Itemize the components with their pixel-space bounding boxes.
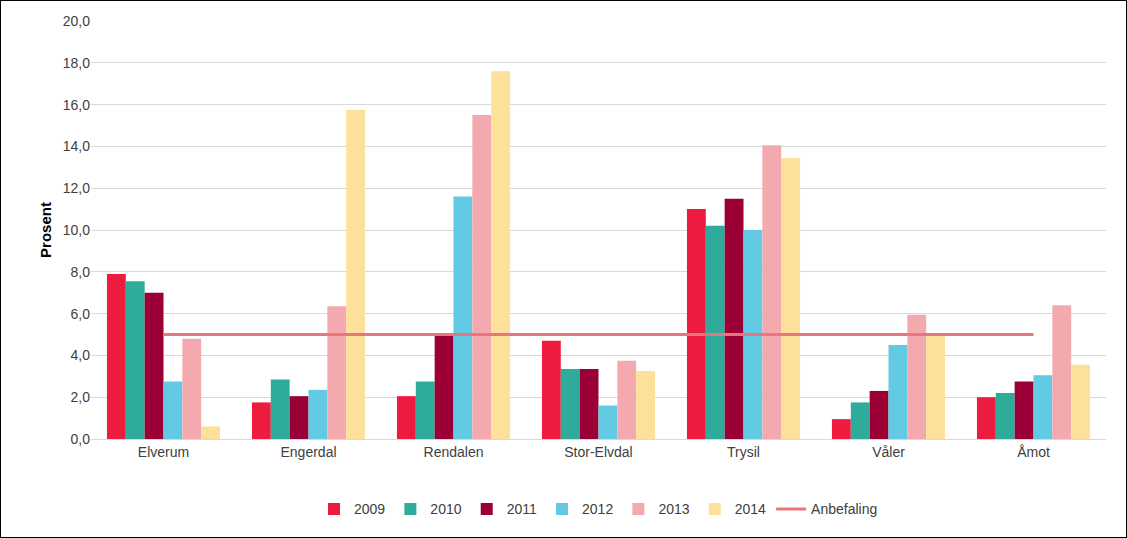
svg-text:18,0: 18,0: [63, 55, 90, 71]
svg-text:2,0: 2,0: [71, 389, 91, 405]
svg-text:4,0: 4,0: [71, 347, 91, 363]
svg-text:Stor-Elvdal: Stor-Elvdal: [564, 444, 632, 460]
svg-text:6,0: 6,0: [71, 306, 91, 322]
svg-text:2014: 2014: [735, 501, 766, 517]
svg-text:Elverum: Elverum: [138, 444, 189, 460]
svg-text:Rendalen: Rendalen: [424, 444, 484, 460]
svg-text:2011: 2011: [507, 501, 537, 517]
svg-text:Våler: Våler: [872, 444, 905, 460]
svg-text:20,0: 20,0: [63, 13, 90, 29]
svg-text:Engerdal: Engerdal: [280, 444, 336, 460]
svg-text:2010: 2010: [430, 501, 461, 517]
svg-text:10,0: 10,0: [63, 222, 90, 238]
svg-text:14,0: 14,0: [63, 138, 90, 154]
svg-text:12,0: 12,0: [63, 180, 90, 196]
svg-text:8,0: 8,0: [71, 264, 91, 280]
svg-text:16,0: 16,0: [63, 97, 90, 113]
svg-text:2012: 2012: [582, 501, 613, 517]
svg-text:0,0: 0,0: [71, 431, 91, 447]
svg-text:Trysil: Trysil: [727, 444, 760, 460]
svg-text:Prosent: Prosent: [37, 202, 54, 258]
svg-text:2009: 2009: [354, 501, 385, 517]
svg-text:Anbefaling: Anbefaling: [811, 501, 877, 517]
svg-text:Åmot: Åmot: [1017, 444, 1050, 460]
svg-text:2013: 2013: [658, 501, 689, 517]
